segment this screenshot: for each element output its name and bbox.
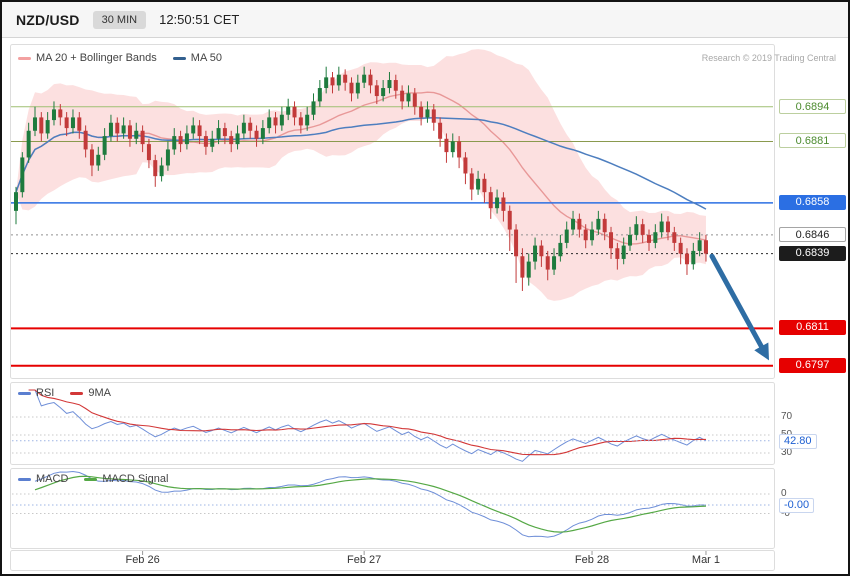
- timeframe-badge: 30 MIN: [92, 10, 147, 29]
- macd-legend: MACD MACD Signal: [18, 473, 168, 485]
- rsi-ma-legend-label: 9MA: [88, 387, 111, 399]
- header: NZD/USD 30 MIN 12:50:51 CET: [2, 2, 848, 38]
- rsi-legend-label: RSI: [36, 387, 55, 399]
- x-axis-frame: [10, 550, 775, 571]
- attribution: Research © 2019 Trading Central: [701, 53, 836, 63]
- macd-signal-legend-label: MACD Signal: [102, 473, 169, 485]
- rsi-swatch-icon: [18, 391, 31, 395]
- macd-swatch-icon: [18, 477, 31, 481]
- bollinger-band: [16, 49, 706, 301]
- candles: [14, 66, 708, 291]
- legend-item-bollinger: MA 20 + Bollinger Bands: [18, 52, 157, 64]
- ma50-legend-label: MA 50: [190, 52, 222, 64]
- bollinger-legend-label: MA 20 + Bollinger Bands: [36, 52, 157, 64]
- main-legend: MA 20 + Bollinger Bands MA 50: [18, 52, 222, 64]
- forecast-arrow: [709, 253, 769, 361]
- legend-item-rsi-ma: 9MA: [70, 387, 111, 399]
- ma50-swatch-icon: [172, 56, 186, 60]
- macd-signal-swatch-icon: [84, 477, 98, 481]
- clock: 12:50:51 CET: [159, 12, 240, 27]
- bollinger-swatch-icon: [18, 56, 31, 60]
- rsi-plot: [12, 389, 772, 462]
- macd-legend-label: MACD: [36, 473, 69, 485]
- legend-item-macd: MACD: [18, 473, 68, 485]
- symbol-title: NZD/USD: [16, 11, 80, 28]
- rsi-panel-frame: [10, 382, 775, 465]
- legend-item-macd-signal: MACD Signal: [84, 473, 168, 485]
- rsi-legend: RSI 9MA: [18, 387, 111, 399]
- legend-item-ma50: MA 50: [172, 52, 222, 64]
- macd-plot: [12, 471, 772, 538]
- rsi-ma-swatch-icon: [70, 391, 84, 395]
- legend-item-rsi: RSI: [18, 387, 54, 399]
